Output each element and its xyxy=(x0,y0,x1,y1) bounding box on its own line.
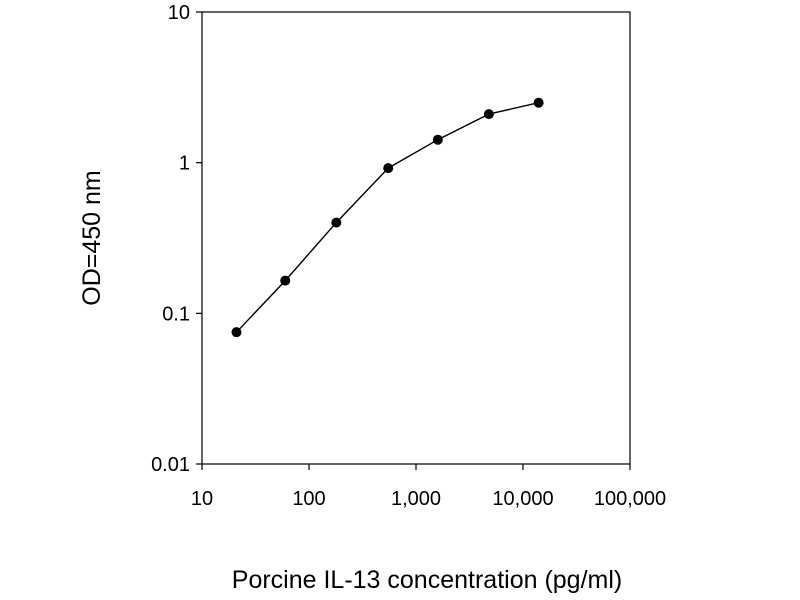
data-point xyxy=(383,163,394,174)
plot-frame xyxy=(201,11,631,465)
y-tick-label: 0.1 xyxy=(162,303,190,325)
y-tick-label: 1 xyxy=(179,153,190,175)
data-point xyxy=(533,97,544,108)
plot-border xyxy=(201,11,631,465)
x-tick-label: 10,000 xyxy=(492,488,553,510)
data-point xyxy=(331,217,342,228)
x-axis-title: Porcine IL-13 concentration (pg/ml) xyxy=(232,566,622,594)
data-point xyxy=(231,327,242,338)
y-axis: 0.01 0.1 1 10 xyxy=(151,2,202,476)
x-tick-label: 10 xyxy=(191,488,213,510)
series-line xyxy=(235,102,539,333)
x-tick-label: 100,000 xyxy=(594,488,666,510)
x-tick-label: 100 xyxy=(292,488,325,510)
data-point xyxy=(280,275,291,286)
series-layer xyxy=(231,97,544,338)
y-tick-label: 10 xyxy=(168,2,190,24)
data-point xyxy=(483,109,494,120)
y-tick-label: 0.01 xyxy=(151,454,190,476)
x-axis: 10 100 1,000 10,000 100,000 xyxy=(191,464,666,510)
data-point xyxy=(432,134,443,145)
y-axis-title: OD=450 nm xyxy=(78,170,106,306)
x-tick-label: 1,000 xyxy=(391,488,441,510)
